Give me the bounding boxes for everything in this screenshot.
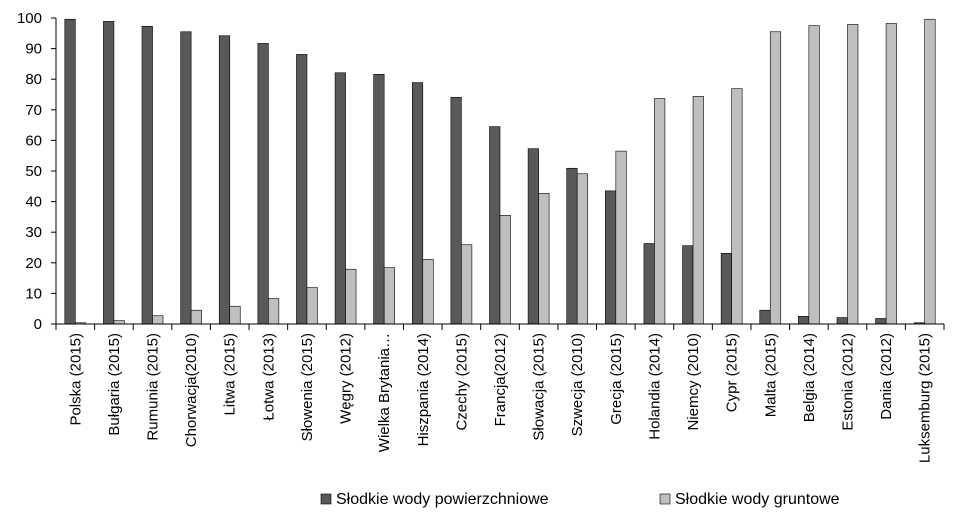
bar-powierzchniowe [489,126,501,325]
bar-gruntowe [654,98,666,325]
bar-powierzchniowe [411,82,424,325]
x-category-label: Francja(2012) [492,333,509,426]
y-tick-label: 0 [34,316,42,333]
bar-gruntowe [924,18,936,325]
x-category-label: Estonia (2012) [839,333,856,431]
legend-label: Słodkie wody gruntowe [675,491,840,508]
bar-gruntowe [769,31,782,325]
x-category-label: Chorwacja(2010) [183,333,200,447]
x-category-label: Bułgaria (2015) [106,333,123,436]
x-category-label: Hiszpania (2014) [415,333,432,446]
x-category-label: Czechy (2015) [453,333,470,431]
x-category-label: Słowacja (2015) [531,333,548,441]
y-tick-label: 50 [25,163,42,180]
bar-gruntowe [499,215,511,325]
y-tick-label: 40 [25,194,42,211]
bar-powierzchniowe [141,25,153,325]
bar-gruntowe [731,88,743,325]
bar-powierzchniowe [103,21,115,325]
bar-gruntowe [461,244,473,325]
x-category-label: Dania (2012) [878,333,895,420]
bar-powierzchniowe [566,167,578,325]
bar-powierzchniowe [836,317,848,325]
x-category-label: Grecja (2015) [608,333,625,425]
bar-gruntowe [576,173,589,325]
bar-powierzchniowe [605,190,617,325]
y-tick-label: 10 [25,285,42,302]
bar-powierzchniowe [643,243,655,325]
bar-gruntowe [229,305,241,325]
bar-gruntowe [345,268,357,325]
bar-gruntowe [692,96,704,325]
x-category-label: Węgry (2012) [338,333,355,424]
bar-powierzchniowe [64,18,76,325]
y-tick-label: 30 [25,224,42,241]
bar-gruntowe [847,24,859,325]
x-category-label: Łotwa (2013) [260,333,277,421]
x-category-label: Polska (2015) [67,333,84,426]
bar-gruntowe [422,259,434,325]
bar-gruntowe [268,298,280,325]
bar-powierzchniowe [527,148,539,325]
y-axis: 0 10 20 30 40 50 60 70 80 90 100 [17,10,57,333]
bar-powierzchniowe [450,96,462,325]
x-category-label: Rumunia (2015) [145,333,162,441]
bar-powierzchniowe [257,43,269,325]
x-category-label: Szwecja (2010) [569,333,586,436]
bar-powierzchniowe [334,72,346,325]
x-category-label: Luksemburg (2015) [917,333,934,463]
x-category-label: Belgia (2014) [801,333,818,422]
x-category-label: Holandia (2014) [646,333,663,440]
legend: Słodkie wody powierzchniowe Słodkie wody … [320,491,840,508]
x-category-label: Malta (2015) [762,333,779,417]
y-tick-label: 60 [25,132,42,149]
bar-powierzchniowe [682,245,694,325]
y-tick-label: 90 [25,41,42,58]
bar-powierzchniowe [218,35,231,325]
bars [64,18,936,325]
x-category-label: Niemcy (2010) [685,333,702,431]
bar-gruntowe [538,193,550,325]
bar-powierzchniowe [373,74,385,325]
legend-swatch [659,493,671,505]
bar-gruntowe [152,315,164,325]
bar-powierzchniowe [720,253,732,325]
bar-powierzchniowe [875,318,887,325]
bar-powierzchniowe [296,54,308,325]
x-axis: Polska (2015) Bułgaria (2015) Rumunia (201… [55,323,945,463]
bar-gruntowe [808,25,820,325]
bar-powierzchniowe [180,31,192,325]
bar-gruntowe [113,320,125,325]
x-category-label: Cypr (2015) [724,333,741,412]
bar-gruntowe [190,309,202,325]
x-category-label: Wielka Brytania… [376,333,393,452]
y-tick-label: 100 [17,10,42,27]
x-category-label: Słowenia (2015) [299,333,316,441]
legend-swatch [320,493,332,505]
bar-gruntowe [383,267,395,325]
y-tick-label: 20 [25,255,42,272]
y-tick-label: 80 [25,71,42,88]
bar-powierzchniowe [798,316,810,325]
bar-gruntowe [306,287,318,325]
legend-label: Słodkie wody powierzchniowe [336,491,549,508]
bar-gruntowe [885,23,897,325]
bar-powierzchniowe [759,309,771,325]
bar-gruntowe [615,150,627,325]
x-category-label: Litwa (2015) [222,333,239,416]
y-tick-label: 70 [25,102,42,119]
